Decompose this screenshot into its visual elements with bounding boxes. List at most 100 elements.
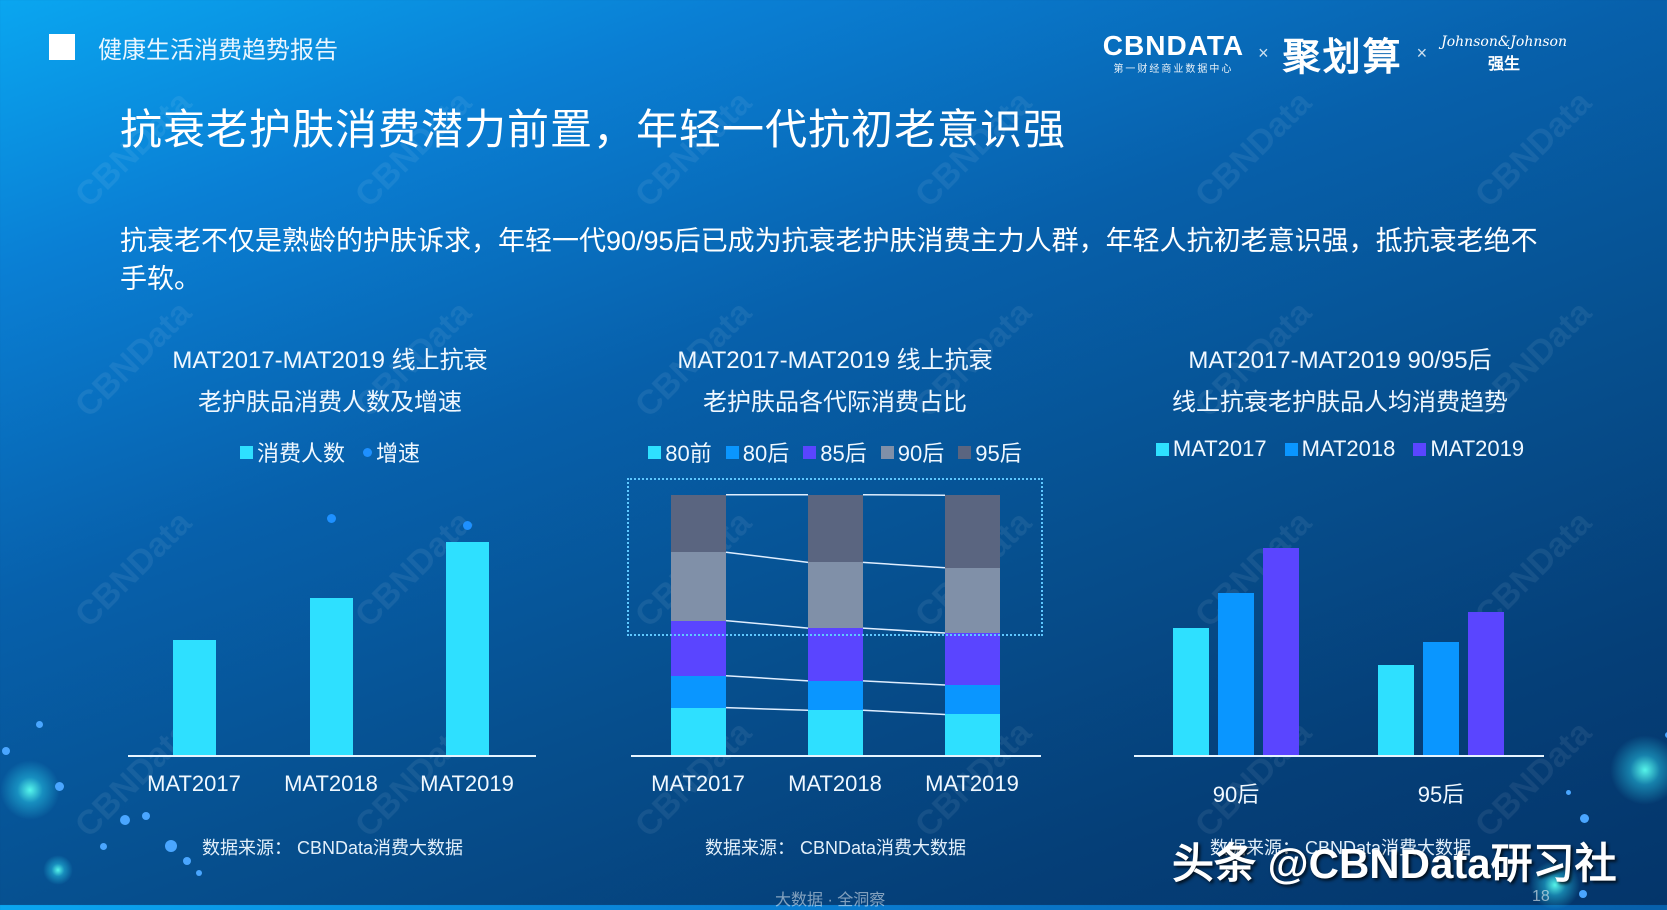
- times-icon: ×: [1416, 43, 1428, 63]
- chart1-source: 数据来源： CBNData消费大数据: [202, 838, 464, 858]
- chart2-segment: [671, 707, 726, 755]
- chart3-bar: [1173, 628, 1209, 755]
- network-node-icon: [36, 721, 43, 728]
- chart3-bar: [1263, 548, 1299, 755]
- chart3-bar: [1218, 593, 1254, 755]
- chart1-title-line1: MAT2017-MAT2019 线上抗衰: [172, 347, 488, 374]
- legend-item: 增速: [363, 436, 420, 468]
- network-node-icon: [196, 870, 202, 876]
- chart2-segment: [671, 494, 726, 553]
- chart1-x-axis: [128, 755, 536, 757]
- legend-item: 80后: [725, 436, 789, 468]
- legend-item: 消费人数: [239, 436, 345, 468]
- chart2-segment: [808, 494, 863, 563]
- network-node-icon: [183, 857, 191, 865]
- chart2-source: 数据来源： CBNData消费大数据: [705, 838, 967, 858]
- chart2-x-label: MAT2019: [925, 771, 1019, 796]
- footer-slogan: 大数据 · 全洞察: [775, 892, 886, 909]
- juhuasuan-logo: 聚划算: [1282, 37, 1403, 79]
- legend-square-icon: [725, 445, 739, 459]
- chart2-title-line1: MAT2017-MAT2019 线上抗衰: [677, 347, 993, 374]
- chart1-growth-dot: [463, 521, 472, 530]
- chart2-segment: [945, 685, 1000, 715]
- chart3-bar: [1378, 665, 1414, 755]
- chart3-source: 数据来源： CBNData消费大数据: [1210, 838, 1472, 858]
- cbndata-logo: CBNDATA 第一财经商业数据中心: [1102, 30, 1245, 76]
- chart1-x-label: MAT2018: [284, 771, 378, 796]
- legend-item: MAT2018: [1284, 436, 1395, 462]
- chart2-segment: [945, 567, 1000, 634]
- chart1-x-label: MAT2017: [147, 771, 241, 796]
- chart1-bar: [446, 542, 489, 755]
- network-node-icon: [1580, 814, 1589, 823]
- legend-item: 85后: [803, 436, 867, 468]
- chart2-segment: [945, 495, 1000, 568]
- chart1-title-line2: 老护肤品消费人数及增速: [198, 389, 462, 416]
- chart2-x-label: MAT2017: [651, 771, 745, 796]
- legend-item: 95后: [958, 436, 1022, 468]
- chart2-legend: 80前 80后 85后 90后 95后: [620, 436, 1050, 468]
- chart2-segment: [945, 633, 1000, 686]
- chart3-header: MAT2017-MAT2019 90/95后 线上抗衰老护肤品人均消费趋势 MA…: [1130, 340, 1550, 462]
- chart1-legend: 消费人数 增速: [120, 436, 540, 468]
- chart2-segment: [808, 710, 863, 755]
- chart2-x-label: MAT2018: [788, 771, 882, 796]
- watermark-text: CBNData: [1187, 83, 1319, 215]
- chart3-x-axis: [1134, 755, 1544, 757]
- legend-item: MAT2017: [1155, 436, 1267, 462]
- chart3-x-label: 90后: [1212, 782, 1260, 807]
- page-description: 抗衰老不仅是熟龄的护肤诉求，年轻一代90/95后已成为抗衰老护肤消费主力人群，年…: [120, 226, 1538, 294]
- chart2-x-axis: [631, 755, 1041, 757]
- chart3-title-line1: MAT2017-MAT2019 90/95后: [1188, 347, 1492, 374]
- partner-logos: CBNDATA 第一财经商业数据中心 × 聚划算 × Johnson&Johns…: [1103, 26, 1567, 81]
- header-square-icon: [49, 34, 75, 60]
- toutiao-watermark: 头条 @CBNData研习社: [1172, 840, 1617, 887]
- glow-node-icon: [1610, 735, 1667, 805]
- legend-square-icon: [648, 445, 662, 459]
- legend-square-icon: [1413, 442, 1427, 456]
- network-node-icon: [55, 782, 64, 791]
- chart1-bar: [310, 598, 353, 755]
- legend-item: MAT2019: [1413, 436, 1524, 462]
- chart2-title-line2: 老护肤品各代际消费占比: [703, 389, 967, 416]
- chart2-segment: [808, 628, 863, 681]
- report-label: 健康生活消费趋势报告: [98, 37, 338, 64]
- chart2-highlight-box: [627, 478, 1043, 636]
- chart2-segment: [808, 562, 863, 629]
- network-node-icon: [1579, 890, 1587, 898]
- glow-node-icon: [43, 855, 73, 885]
- legend-item: 90后: [880, 436, 944, 468]
- network-node-icon: [1566, 790, 1571, 795]
- glow-node-icon: [0, 760, 60, 820]
- chart2-segment: [671, 620, 726, 676]
- legend-square-icon: [1284, 442, 1298, 456]
- network-node-icon: [1665, 732, 1667, 738]
- chart1-bar: [173, 640, 216, 755]
- page-number: 18: [1532, 888, 1550, 905]
- chart2-segment: [671, 675, 726, 708]
- chart1-growth-dot: [327, 514, 336, 523]
- watermark-text: CBNData: [1467, 83, 1599, 215]
- chart3-x-label: 95后: [1417, 782, 1465, 807]
- chart1-x-label: MAT2019: [420, 771, 514, 796]
- network-node-icon: [2, 747, 10, 755]
- times-icon: ×: [1258, 43, 1269, 63]
- network-node-icon: [100, 843, 107, 850]
- chart3-title-line2: 线上抗衰老护肤品人均消费趋势: [1172, 389, 1508, 416]
- legend-square-icon: [239, 445, 253, 459]
- chart1-header: MAT2017-MAT2019 线上抗衰 老护肤品消费人数及增速 消费人数 增速: [120, 340, 540, 468]
- page-title: 抗衰老护肤消费潜力前置，年轻一代抗初老意识强: [120, 106, 1067, 153]
- chart2-segment: [945, 714, 1000, 755]
- chart2-segment: [808, 680, 863, 711]
- chart2-header: MAT2017-MAT2019 线上抗衰 老护肤品各代际消费占比 80前 80后…: [620, 340, 1050, 468]
- network-node-icon: [120, 815, 130, 825]
- chart3-legend: MAT2017 MAT2018 MAT2019: [1130, 436, 1550, 462]
- chart3-bar: [1423, 642, 1459, 755]
- legend-square-icon: [1155, 442, 1169, 456]
- watermark-text: CBNData: [67, 503, 199, 635]
- legend-square-icon: [803, 445, 817, 459]
- legend-item: 80前: [648, 436, 712, 468]
- chart3-bar: [1468, 612, 1504, 755]
- network-node-icon: [142, 812, 150, 820]
- glow-node-icon: [1530, 860, 1580, 910]
